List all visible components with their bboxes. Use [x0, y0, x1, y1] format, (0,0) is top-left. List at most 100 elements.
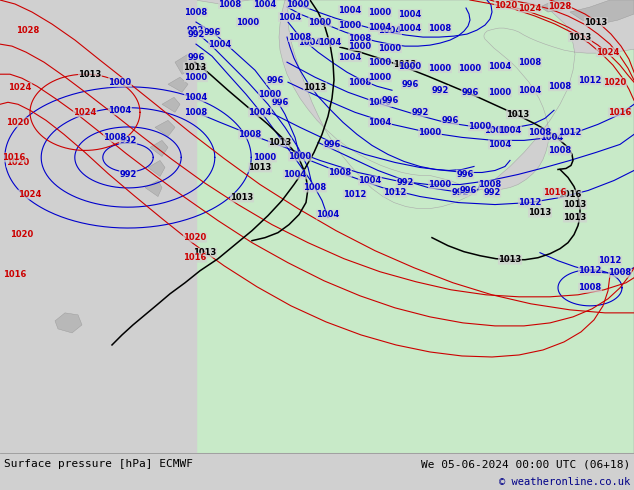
Text: 996: 996 — [323, 140, 340, 149]
Text: 1000: 1000 — [398, 62, 422, 71]
Text: 1020: 1020 — [183, 233, 207, 242]
Text: 1013: 1013 — [564, 200, 586, 209]
Text: 1000: 1000 — [368, 98, 392, 107]
Text: 1000: 1000 — [488, 88, 512, 97]
Polygon shape — [148, 160, 165, 176]
Text: 1016: 1016 — [3, 153, 26, 162]
Text: 1004: 1004 — [299, 38, 321, 47]
Text: 992: 992 — [187, 29, 205, 39]
Text: We 05-06-2024 00:00 UTC (06+18): We 05-06-2024 00:00 UTC (06+18) — [421, 459, 630, 469]
Text: 1008: 1008 — [349, 34, 372, 43]
Text: 1000: 1000 — [458, 64, 482, 73]
Text: 1004: 1004 — [488, 140, 512, 149]
Text: 1013: 1013 — [79, 70, 101, 79]
Text: 1012: 1012 — [598, 256, 622, 265]
Text: 1004: 1004 — [519, 86, 541, 95]
Text: 1013: 1013 — [183, 63, 207, 72]
Text: 996: 996 — [381, 96, 399, 105]
Text: 1008: 1008 — [184, 7, 207, 17]
Text: 1013: 1013 — [568, 33, 592, 42]
Text: 1008: 1008 — [548, 146, 572, 155]
Text: 1013: 1013 — [507, 110, 529, 119]
Text: 1013: 1013 — [564, 213, 586, 222]
Text: 1004: 1004 — [378, 25, 401, 35]
Polygon shape — [55, 313, 82, 333]
Text: 1000: 1000 — [288, 152, 311, 161]
Text: 1000: 1000 — [108, 78, 132, 87]
Text: 1008: 1008 — [288, 33, 311, 42]
Polygon shape — [150, 141, 168, 156]
Text: 1008: 1008 — [548, 82, 572, 91]
Text: 992: 992 — [396, 178, 414, 187]
Text: 996: 996 — [456, 170, 474, 179]
Text: 992: 992 — [186, 25, 204, 35]
Text: 1008: 1008 — [184, 108, 207, 117]
Text: 1008: 1008 — [328, 168, 352, 177]
Text: 1008: 1008 — [479, 180, 501, 189]
Text: 1013: 1013 — [304, 83, 327, 92]
Text: 1000: 1000 — [308, 18, 332, 26]
Text: 1000: 1000 — [236, 18, 259, 26]
Text: 1012: 1012 — [344, 190, 366, 199]
Text: 1000: 1000 — [484, 126, 508, 135]
Text: 1004: 1004 — [249, 108, 271, 117]
Text: 1013: 1013 — [528, 208, 552, 217]
Text: 1008: 1008 — [519, 58, 541, 67]
Text: 1000: 1000 — [418, 128, 441, 137]
Text: 1013: 1013 — [230, 193, 254, 202]
Text: 996: 996 — [459, 186, 477, 195]
Text: 1004: 1004 — [398, 9, 422, 19]
Text: 1024: 1024 — [74, 108, 97, 117]
Text: 1008: 1008 — [219, 0, 242, 8]
Text: 996: 996 — [271, 98, 288, 107]
Text: 1000: 1000 — [254, 153, 276, 162]
Text: 1028: 1028 — [548, 1, 572, 10]
Text: 1000: 1000 — [429, 180, 451, 189]
Text: 1004: 1004 — [339, 5, 361, 15]
Text: 1020: 1020 — [495, 0, 517, 9]
Text: 1004: 1004 — [398, 24, 422, 32]
Text: 1013: 1013 — [268, 138, 292, 147]
Text: 996: 996 — [441, 116, 458, 125]
Text: 1016: 1016 — [183, 253, 207, 262]
Polygon shape — [175, 54, 195, 74]
Polygon shape — [540, 0, 570, 12]
Text: 1000: 1000 — [378, 44, 401, 52]
Text: 1024: 1024 — [597, 48, 619, 57]
Text: 1012: 1012 — [519, 198, 541, 207]
Text: 1008: 1008 — [528, 128, 552, 137]
Polygon shape — [570, 0, 634, 24]
Text: 1008: 1008 — [304, 183, 327, 192]
Text: 1020: 1020 — [6, 118, 30, 127]
Text: 1000: 1000 — [184, 73, 207, 82]
Text: 1013: 1013 — [249, 163, 271, 172]
Text: 1000: 1000 — [469, 122, 491, 131]
Text: 1008: 1008 — [349, 78, 372, 87]
Text: 1028: 1028 — [16, 25, 39, 35]
Polygon shape — [168, 77, 188, 92]
Text: 1004: 1004 — [254, 0, 276, 8]
Text: 996: 996 — [401, 80, 418, 89]
Text: 1016: 1016 — [3, 270, 27, 279]
Text: 992: 992 — [431, 86, 449, 95]
Text: 1004: 1004 — [108, 106, 132, 115]
Text: 1000: 1000 — [287, 0, 309, 8]
Text: 1004: 1004 — [358, 176, 382, 185]
Text: 1020: 1020 — [6, 158, 30, 167]
Text: 992: 992 — [119, 136, 137, 145]
Polygon shape — [155, 121, 175, 136]
Text: 1000: 1000 — [349, 42, 372, 50]
Text: 1012: 1012 — [559, 128, 581, 137]
Text: 1004: 1004 — [488, 62, 512, 71]
Text: 996: 996 — [266, 76, 283, 85]
Text: 1000: 1000 — [368, 7, 392, 17]
Text: 1013: 1013 — [498, 255, 522, 264]
Text: 1004: 1004 — [278, 13, 302, 22]
Text: 1013: 1013 — [193, 248, 217, 257]
Bar — [0, 0, 196, 453]
Text: 1013: 1013 — [393, 60, 417, 69]
Text: 1020: 1020 — [10, 230, 34, 239]
Text: 1004: 1004 — [318, 38, 342, 47]
Polygon shape — [162, 98, 180, 112]
Text: 1016: 1016 — [543, 188, 567, 197]
